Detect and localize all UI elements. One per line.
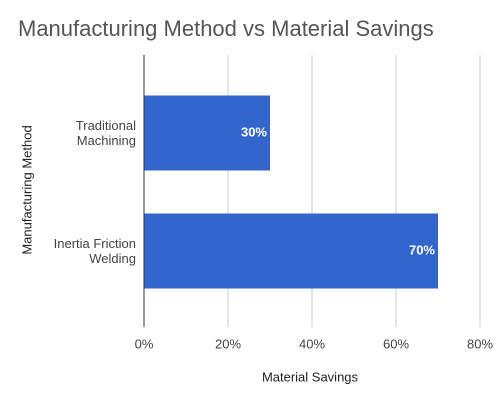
x-tick-label: 20% (215, 336, 241, 351)
y-tick-label: Inertia Friction Welding (53, 236, 136, 266)
y-tick-label: Traditional Machining (75, 118, 136, 148)
x-tick-label: 0% (135, 336, 154, 351)
data-label: 70% (409, 242, 435, 257)
data-label: 30% (241, 124, 267, 139)
x-axis-title: Material Savings (262, 369, 359, 384)
y-axis-title: Manufacturing Method (19, 125, 34, 254)
chart-title: Manufacturing Method vs Material Savings (18, 16, 434, 41)
x-tick-label: 80% (467, 336, 493, 351)
bar (144, 213, 438, 289)
x-tick-label: 40% (299, 336, 325, 351)
bar (144, 95, 270, 171)
x-tick-label: 60% (383, 336, 409, 351)
